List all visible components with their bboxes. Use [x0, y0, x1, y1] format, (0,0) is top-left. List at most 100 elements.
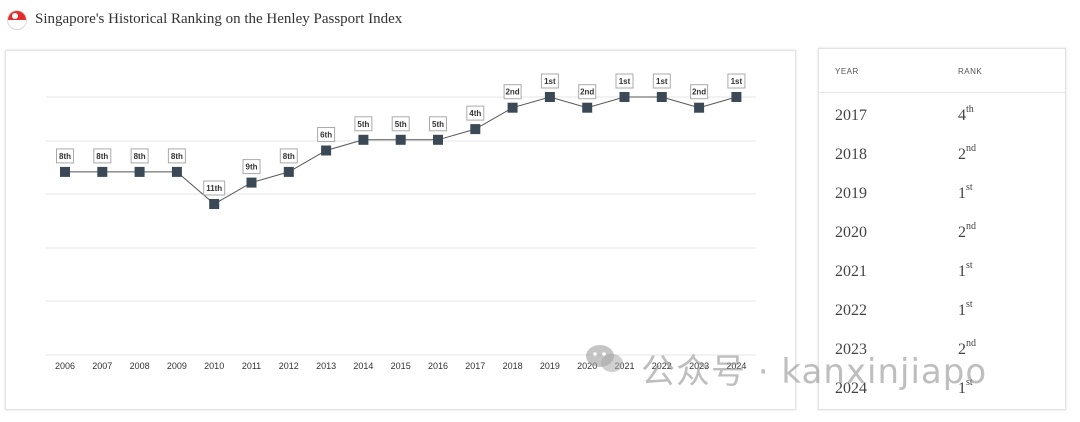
table-header: YEAR RANK — [819, 49, 1065, 93]
x-tick-label: 2009 — [167, 361, 187, 371]
data-label: 8th — [134, 152, 146, 161]
x-tick-label: 2013 — [316, 361, 336, 371]
data-label-box — [652, 73, 671, 89]
rank-suffix: nd — [966, 143, 976, 154]
data-label: 1st — [731, 77, 743, 86]
table-row: 2024 1st — [819, 370, 1065, 409]
data-point[interactable] — [171, 166, 182, 177]
rank-number: 2 — [958, 341, 966, 358]
data-point[interactable] — [283, 166, 294, 177]
series-line — [65, 96, 737, 205]
data-label: 8th — [96, 152, 108, 161]
data-label-box — [429, 116, 447, 132]
rank-suffix: th — [966, 104, 974, 115]
x-tick-label: 2010 — [204, 361, 224, 371]
data-point[interactable] — [97, 166, 108, 177]
data-point[interactable] — [395, 134, 406, 145]
rank-number: 1 — [958, 302, 966, 319]
data-label-box — [242, 159, 261, 175]
data-label-box — [279, 148, 298, 164]
data-point[interactable] — [358, 134, 369, 145]
data-point[interactable] — [507, 102, 518, 113]
x-tick-label: 2018 — [503, 361, 523, 371]
data-point[interactable] — [134, 166, 145, 177]
wechat-icon — [586, 345, 623, 372]
data-point[interactable] — [694, 102, 705, 113]
x-tick-label: 2023 — [689, 361, 709, 371]
x-tick-label: 2011 — [242, 361, 261, 371]
x-tick-label: 2007 — [92, 361, 112, 371]
data-label-box — [56, 148, 74, 164]
year-cell: 2024 — [835, 380, 867, 397]
data-point[interactable] — [60, 166, 70, 177]
table-row: 2022 1st — [819, 292, 1065, 331]
rank-number: 1 — [958, 380, 966, 397]
data-point[interactable] — [731, 92, 742, 102]
ranking-line-chart: 8th 8th 8th 8th 11th 9th 8th 6th 5th 5th 5th 4th 2nd… — [5, 50, 796, 410]
year-cell: 2021 — [835, 263, 867, 280]
data-label-box — [130, 148, 149, 164]
data-point[interactable] — [209, 199, 220, 209]
data-point[interactable] — [619, 92, 630, 102]
data-label: 11th — [206, 184, 222, 193]
data-label: 8th — [59, 152, 71, 161]
data-label-box — [391, 116, 410, 132]
x-tick-label: 2006 — [55, 361, 75, 371]
data-point[interactable] — [582, 102, 593, 113]
table-row: 2020 2nd — [819, 214, 1065, 253]
chart-svg: 8th 8th 8th 8th 11th 9th 8th 6th 5th 5th 5th 4th 2nd… — [46, 73, 756, 371]
x-tick-label: 2022 — [652, 361, 672, 371]
data-label-box — [727, 73, 746, 89]
rank-suffix: st — [966, 377, 973, 388]
data-label: 2nd — [692, 88, 706, 97]
year-cell: 2022 — [835, 302, 867, 319]
data-point[interactable] — [321, 145, 332, 156]
table-row: 2023 2nd — [819, 331, 1065, 370]
data-label: 5th — [395, 120, 407, 129]
x-tick-label: 2017 — [465, 361, 485, 371]
year-cell: 2018 — [835, 146, 867, 163]
data-point[interactable] — [656, 92, 667, 102]
rank-number: 2 — [958, 146, 966, 163]
rank-cell: 1st — [958, 182, 973, 203]
ranking-table[interactable]: YEAR RANK 2017 4th 2018 2nd 2019 1st 2020 2nd 20… — [818, 48, 1066, 410]
table-row: 2019 1st — [819, 175, 1065, 214]
rank-cell: 1st — [958, 260, 973, 281]
data-point[interactable] — [433, 134, 443, 145]
data-label: 4th — [469, 109, 481, 118]
data-label-box — [503, 84, 522, 100]
table-row: 2018 2nd — [819, 136, 1065, 175]
column-header-rank[interactable]: RANK — [958, 67, 983, 76]
data-label: 2nd — [580, 88, 594, 97]
rank-suffix: st — [966, 299, 973, 310]
x-tick-label: 2014 — [353, 361, 373, 371]
data-point[interactable] — [544, 92, 555, 102]
watermark-text: 公众号 · kanxinjiapo — [641, 352, 988, 392]
data-point[interactable] — [246, 177, 257, 188]
year-cell: 2019 — [835, 185, 867, 202]
data-label: 8th — [283, 152, 295, 161]
x-tick-label: 2021 — [614, 361, 634, 371]
data-label: 1st — [619, 77, 631, 86]
rank-cell: 2nd — [958, 221, 976, 242]
data-label: 5th — [357, 120, 369, 129]
data-label: 2nd — [505, 88, 519, 97]
rank-suffix: nd — [966, 338, 976, 349]
x-tick-label: 2019 — [540, 361, 560, 371]
rank-cell: 4th — [958, 104, 974, 125]
year-cell: 2017 — [835, 107, 867, 124]
data-point[interactable] — [470, 124, 481, 135]
rank-number: 2 — [958, 224, 966, 241]
rank-number: 1 — [958, 263, 966, 280]
rank-suffix: st — [966, 260, 973, 271]
rank-suffix: nd — [966, 221, 976, 232]
x-tick-label: 2016 — [428, 361, 448, 371]
rank-cell: 1st — [958, 299, 973, 320]
rank-cell: 1st — [958, 377, 973, 398]
data-label-box — [466, 105, 485, 121]
data-label: 6th — [320, 131, 332, 140]
column-header-year[interactable]: YEAR — [835, 67, 859, 76]
rank-number: 1 — [958, 185, 966, 202]
page-title: Singapore's Historical Ranking on the He… — [35, 11, 403, 27]
x-tick-label: 2024 — [726, 361, 746, 371]
